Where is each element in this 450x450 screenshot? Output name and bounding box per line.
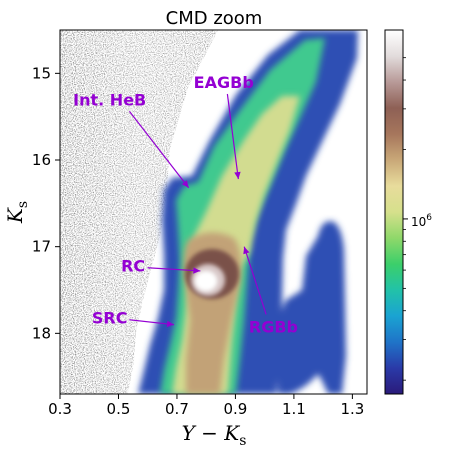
x-tick-label: 0.3 (48, 400, 72, 418)
annotation-label: Int. HeB (73, 90, 146, 109)
x-tick-label: 1.3 (340, 400, 364, 418)
annotation-arrowhead (166, 320, 175, 328)
y-axis: 15 16 17 18 (32, 64, 60, 342)
annotation-arrowhead (243, 246, 250, 255)
density-layer-peak (191, 264, 225, 296)
x-tick-label: 0.5 (107, 400, 131, 418)
colorbar-bar (384, 29, 404, 395)
annotation-label: RGBb (249, 317, 298, 336)
annotation-arrowhead (181, 180, 189, 188)
y-tick-label: 17 (32, 238, 51, 256)
colorbar-ticks (403, 57, 408, 381)
x-axis: 0.3 0.5 0.7 0.9 1.1 1.3 (48, 394, 364, 418)
annotation-arrow (243, 246, 267, 315)
annotation-arrowhead (234, 171, 241, 180)
colorbar: 106 (384, 29, 432, 395)
annotation-arrow (129, 319, 175, 326)
colorbar-tick-label: 106 (411, 213, 432, 229)
annotation-label: SRC (92, 309, 128, 328)
y-tick-label: 15 (32, 64, 51, 82)
annotation-arrowhead (193, 267, 201, 274)
plot-area (59, 29, 368, 395)
annotation-label: EAGBb (194, 73, 254, 92)
y-axis-label: Ks (3, 201, 31, 224)
x-tick-label: 1.1 (282, 400, 306, 418)
x-tick-label: 0.9 (223, 400, 247, 418)
y-tick-label: 16 (32, 151, 51, 169)
field-star-background (60, 30, 218, 394)
annotation-label: RC (121, 257, 145, 276)
chart-title: CMD zoom (166, 8, 263, 29)
x-axis-label: Y − Ks (182, 421, 247, 449)
annotation-arrow (128, 110, 190, 189)
annotation-arrow (226, 93, 239, 180)
x-tick-label: 0.7 (165, 400, 189, 418)
annotation-arrow (147, 267, 201, 272)
plot-frame (59, 29, 368, 395)
annotations: Int. HeB EAGBb RC RGBb SRC (73, 73, 298, 336)
y-tick-label: 18 (32, 324, 51, 342)
